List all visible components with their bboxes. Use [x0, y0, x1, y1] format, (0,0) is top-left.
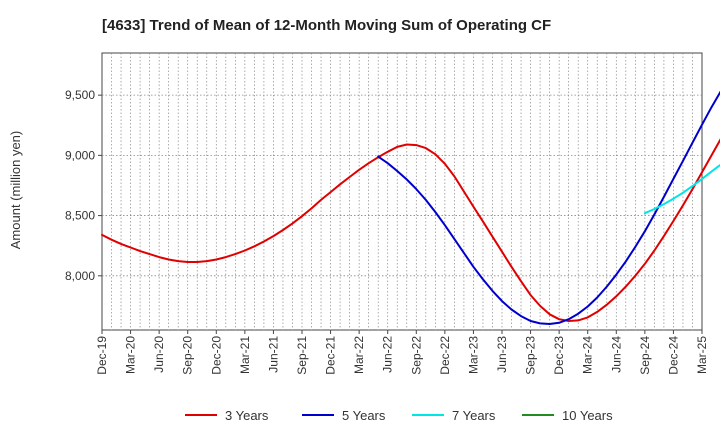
legend-label: 3 Years: [225, 408, 269, 423]
x-tick-label: Dec-21: [324, 336, 338, 375]
y-tick-label: 8,000: [65, 269, 95, 283]
x-tick-label: Mar-24: [581, 336, 595, 374]
x-tick-label: Mar-20: [124, 336, 138, 374]
legend: 3 Years 5 Years 7 Years 10 Years: [185, 408, 613, 423]
x-tick-label: Mar-25: [695, 336, 709, 374]
x-tick-label: Jun-23: [495, 336, 509, 373]
x-tick-label: Sep-24: [638, 336, 652, 375]
x-tick-label: Jun-20: [152, 336, 166, 373]
plot-border: [101, 52, 703, 331]
x-tick-label: Dec-20: [209, 336, 223, 375]
x-tick-label: Sep-22: [409, 336, 423, 375]
x-tick-label: Jun-22: [381, 336, 395, 373]
x-tick-label: Dec-22: [438, 336, 452, 375]
y-tick-label: 9,500: [65, 88, 95, 102]
x-tick-label: Dec-24: [666, 336, 680, 375]
x-axis: Dec-19 Mar-20 Jun-20 Sep-20 Dec-20 Mar-21 Jun-…: [95, 330, 709, 375]
y-axis: 8,000 8,500 9,000 9,500: [65, 88, 102, 283]
series-layer: [101, 90, 720, 325]
legend-item: 5 Years: [302, 408, 386, 423]
series-line-3-years: [101, 138, 720, 322]
x-tick-label: Sep-20: [181, 336, 195, 375]
x-tick-label: Sep-21: [295, 336, 309, 375]
y-axis-label: Amount (million yen): [8, 131, 23, 250]
x-tick-label: Dec-19: [95, 336, 109, 375]
chart-title: [4633] Trend of Mean of 12-Month Moving …: [102, 17, 551, 34]
y-tick-label: 9,000: [65, 148, 95, 162]
y-tick-label: 8,500: [65, 209, 95, 223]
legend-item: 10 Years: [522, 408, 613, 423]
x-tick-label: Jun-21: [266, 336, 280, 373]
series-line-5-years: [377, 90, 720, 325]
grid: [102, 53, 702, 330]
legend-item: 3 Years: [185, 408, 269, 423]
legend-label: 7 Years: [452, 408, 496, 423]
x-tick-label: Mar-21: [238, 336, 252, 374]
legend-label: 5 Years: [342, 408, 386, 423]
x-tick-label: Mar-22: [352, 336, 366, 374]
x-tick-label: Jun-24: [609, 336, 623, 373]
x-tick-label: Dec-23: [552, 336, 566, 375]
legend-label: 10 Years: [562, 408, 613, 423]
legend-item: 7 Years: [412, 408, 496, 423]
plot-area: [101, 52, 703, 331]
x-tick-label: Mar-23: [466, 336, 480, 374]
series-line-7-years: [643, 163, 720, 215]
x-tick-label: Sep-23: [524, 336, 538, 375]
